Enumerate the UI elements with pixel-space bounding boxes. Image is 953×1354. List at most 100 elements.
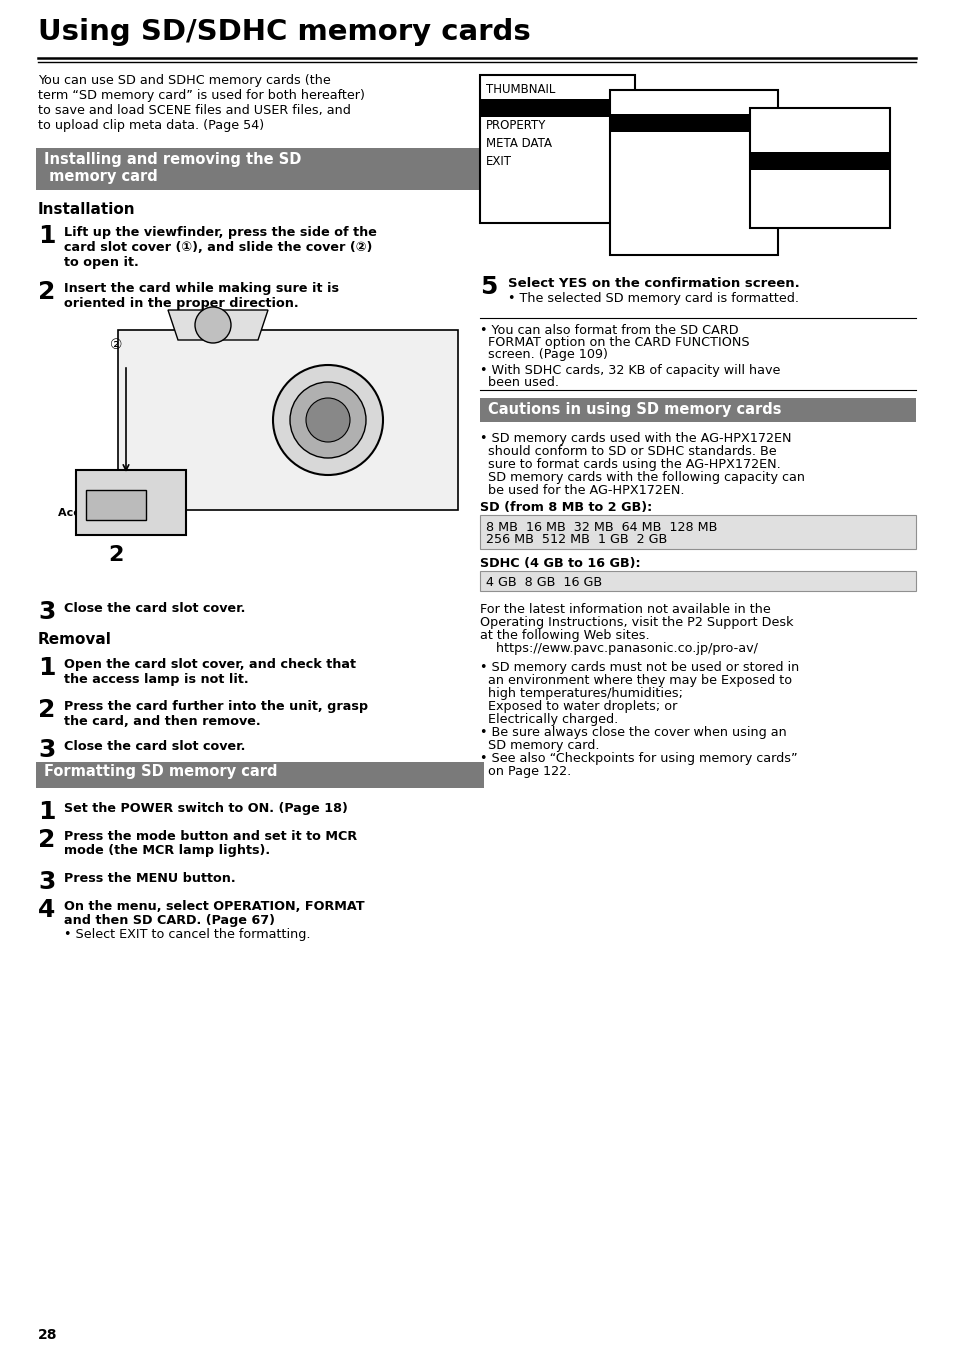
Text: • See also “Checkpoints for using memory cards”: • See also “Checkpoints for using memory… — [479, 751, 797, 765]
Text: THUMBNAIL: THUMBNAIL — [485, 83, 555, 96]
Text: an environment where they may be Exposed to: an environment where they may be Exposed… — [479, 674, 791, 686]
Text: ②: ② — [110, 338, 122, 352]
Text: FORMAT: FORMAT — [616, 116, 671, 129]
Text: 3: 3 — [38, 871, 55, 894]
Text: sure to format cards using the AG-HPX172EN.: sure to format cards using the AG-HPX172… — [479, 458, 780, 471]
Text: 256 MB  512 MB  1 GB  2 GB: 256 MB 512 MB 1 GB 2 GB — [485, 533, 666, 546]
Text: 4: 4 — [38, 898, 55, 922]
Text: EXIT: EXIT — [485, 154, 512, 168]
Bar — [479, 515, 915, 548]
Bar — [479, 571, 915, 590]
Text: 2: 2 — [38, 699, 55, 722]
Text: been used.: been used. — [479, 376, 558, 389]
Text: Access lamp: Access lamp — [58, 508, 135, 519]
Bar — [479, 74, 635, 223]
Text: OPERATION: OPERATION — [485, 102, 562, 114]
Text: Installing and removing the SD
 memory card: Installing and removing the SD memory ca… — [44, 152, 301, 184]
Text: • Select EXIT to cancel the formatting.: • Select EXIT to cancel the formatting. — [64, 927, 310, 941]
Bar — [609, 114, 778, 131]
Text: Electrically charged.: Electrically charged. — [479, 714, 618, 726]
Bar — [749, 152, 889, 171]
Text: Operating Instructions, visit the P2 Support Desk: Operating Instructions, visit the P2 Sup… — [479, 616, 793, 630]
Text: Select YES on the confirmation screen.: Select YES on the confirmation screen. — [507, 278, 799, 290]
Text: 8 MB  16 MB  32 MB  64 MB  128 MB: 8 MB 16 MB 32 MB 64 MB 128 MB — [485, 521, 717, 533]
Text: be used for the AG-HPX172EN.: be used for the AG-HPX172EN. — [479, 483, 684, 497]
Text: https://eww.pavc.panasonic.co.jp/pro-av/: https://eww.pavc.panasonic.co.jp/pro-av/ — [479, 642, 757, 655]
Text: Cautions in using SD memory cards: Cautions in using SD memory cards — [488, 402, 781, 417]
Text: FORMAT option on the CARD FUNCTIONS: FORMAT option on the CARD FUNCTIONS — [479, 336, 749, 349]
Circle shape — [290, 382, 366, 458]
Text: 3: 3 — [38, 738, 55, 762]
Bar — [479, 99, 635, 116]
Text: should conform to SD or SDHC standards. Be: should conform to SD or SDHC standards. … — [479, 445, 776, 458]
Text: EXCH.THUMB: EXCH.THUMB — [616, 171, 693, 183]
Text: Using SD/SDHC memory cards: Using SD/SDHC memory cards — [38, 18, 530, 46]
Circle shape — [306, 398, 350, 441]
Text: SLOT1: SLOT1 — [755, 118, 793, 131]
Text: SD memory card.: SD memory card. — [479, 739, 598, 751]
Text: Press the MENU button.: Press the MENU button. — [64, 872, 235, 886]
Text: at the following Web sites.: at the following Web sites. — [479, 630, 649, 642]
Text: 4 GB  8 GB  16 GB: 4 GB 8 GB 16 GB — [485, 575, 601, 589]
Text: REPAIR CLIP: REPAIR CLIP — [616, 134, 685, 148]
Text: Lift up the viewfinder, press the side of the
card slot cover (①), and slide the: Lift up the viewfinder, press the side o… — [64, 226, 376, 269]
Text: Close the card slot cover.: Close the card slot cover. — [64, 741, 245, 753]
Bar — [609, 89, 778, 255]
Text: 2: 2 — [38, 829, 55, 852]
Text: 1: 1 — [38, 800, 55, 825]
Text: Installation: Installation — [38, 202, 135, 217]
Text: • SD memory cards used with the AG-HPX172EN: • SD memory cards used with the AG-HPX17… — [479, 432, 791, 445]
Text: Open the card slot cover, and check that
the access lamp is not lit.: Open the card slot cover, and check that… — [64, 658, 355, 686]
Text: RE-CONNECT: RE-CONNECT — [616, 152, 693, 165]
Text: 1: 1 — [38, 223, 55, 248]
Bar — [86, 490, 146, 520]
Text: screen. (Page 109): screen. (Page 109) — [479, 348, 607, 362]
Bar — [479, 398, 915, 422]
Text: 2: 2 — [108, 546, 123, 565]
Text: • Be sure always close the cover when using an: • Be sure always close the cover when us… — [479, 726, 786, 739]
Polygon shape — [168, 310, 268, 340]
Text: high temperatures/humidities;: high temperatures/humidities; — [479, 686, 682, 700]
Text: Press the card further into the unit, grasp
the card, and then remove.: Press the card further into the unit, gr… — [64, 700, 368, 728]
Text: • With SDHC cards, 32 KB of capacity will have: • With SDHC cards, 32 KB of capacity wil… — [479, 364, 780, 376]
Text: • The selected SD memory card is formatted.: • The selected SD memory card is formatt… — [507, 292, 799, 305]
Text: EXIT: EXIT — [616, 188, 641, 200]
Text: mode (the MCR lamp lights).: mode (the MCR lamp lights). — [64, 844, 270, 857]
Text: EXIT: EXIT — [755, 172, 781, 185]
Text: on Page 122.: on Page 122. — [479, 765, 571, 779]
Text: SDHC (4 GB to 16 GB):: SDHC (4 GB to 16 GB): — [479, 556, 640, 570]
Text: PROPERTY: PROPERTY — [485, 119, 546, 131]
Text: 1: 1 — [38, 655, 55, 680]
Bar — [38, 307, 474, 578]
Text: Insert the card while making sure it is
oriented in the proper direction.: Insert the card while making sure it is … — [64, 282, 338, 310]
Text: Removal: Removal — [38, 632, 112, 647]
Circle shape — [273, 366, 382, 475]
Text: 2: 2 — [38, 280, 55, 305]
Polygon shape — [118, 330, 457, 510]
Text: • You can also format from the SD CARD: • You can also format from the SD CARD — [479, 324, 738, 337]
Text: 28: 28 — [38, 1328, 57, 1342]
Text: SD memory cards with the following capacity can: SD memory cards with the following capac… — [479, 471, 804, 483]
Text: Formatting SD memory card: Formatting SD memory card — [44, 764, 277, 779]
Text: Exposed to water droplets; or: Exposed to water droplets; or — [479, 700, 677, 714]
Bar — [76, 470, 186, 535]
Bar — [36, 148, 483, 190]
Text: Press the mode button and set it to MCR: Press the mode button and set it to MCR — [64, 830, 356, 844]
Text: For the latest information not available in the: For the latest information not available… — [479, 603, 770, 616]
Text: On the menu, select OPERATION, FORMAT: On the menu, select OPERATION, FORMAT — [64, 900, 364, 913]
Bar — [36, 762, 483, 788]
Text: SD CARD: SD CARD — [755, 154, 814, 167]
Text: Close the card slot cover.: Close the card slot cover. — [64, 603, 245, 615]
Text: SD (from 8 MB to 2 GB):: SD (from 8 MB to 2 GB): — [479, 501, 652, 515]
Bar — [749, 108, 889, 227]
Text: • SD memory cards must not be used or stored in: • SD memory cards must not be used or st… — [479, 661, 799, 674]
Text: 3: 3 — [38, 600, 55, 624]
Text: and then SD CARD. (Page 67): and then SD CARD. (Page 67) — [64, 914, 274, 927]
Text: SLOT2: SLOT2 — [755, 135, 793, 149]
Text: DELETE: DELETE — [616, 97, 660, 111]
Text: META DATA: META DATA — [485, 137, 552, 150]
Text: Set the POWER switch to ON. (Page 18): Set the POWER switch to ON. (Page 18) — [64, 802, 348, 815]
Text: You can use SD and SDHC memory cards (the
term “SD memory card” is used for both: You can use SD and SDHC memory cards (th… — [38, 74, 364, 131]
Text: 5: 5 — [479, 275, 497, 299]
Circle shape — [194, 307, 231, 343]
